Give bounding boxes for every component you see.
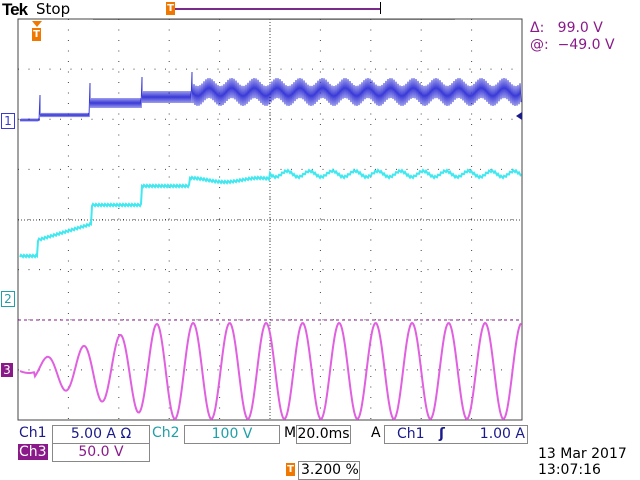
- ch3-label[interactable]: Ch3: [18, 444, 48, 460]
- ch1-trigger-level-icon: [516, 112, 522, 120]
- brand-logo: Tek: [2, 0, 28, 19]
- at-label: @:: [530, 37, 549, 53]
- cursor-readout: Δ: 99.0 V @: −49.0 V: [530, 20, 615, 54]
- time: 13:07:16: [538, 462, 601, 478]
- rising-edge-icon: ʃ: [439, 426, 445, 442]
- ch1-waveform: [19, 71, 522, 123]
- ch1-label[interactable]: Ch1: [19, 425, 47, 441]
- graticule: [17, 18, 523, 421]
- ch3-waveform: [19, 321, 522, 421]
- ch3-marker[interactable]: 3: [1, 363, 13, 377]
- ch2-scale[interactable]: 100 V: [184, 425, 280, 444]
- ch1-marker[interactable]: 1: [1, 113, 15, 129]
- ch3-scale[interactable]: 50.0 V: [52, 443, 150, 462]
- trigger-source: Ch1: [397, 426, 425, 442]
- delta-label: Δ:: [530, 20, 545, 36]
- ch2-marker[interactable]: 2: [1, 291, 15, 307]
- trigger-level: 1.00 A: [479, 426, 525, 442]
- trigger-position-marker-icon: T: [166, 2, 175, 15]
- trigger-mode: A: [371, 425, 381, 441]
- at-value: −49.0 V: [557, 37, 615, 53]
- date: 13 Mar 2017: [538, 446, 627, 462]
- trigger-position[interactable]: 3.200 %: [298, 461, 360, 480]
- ch2-label[interactable]: Ch2: [152, 425, 180, 441]
- timebase-label: M: [284, 425, 297, 441]
- timebase[interactable]: 20.0ms: [296, 425, 351, 444]
- ch2-waveform: [19, 168, 522, 259]
- delta-value: 99.0 V: [557, 20, 603, 36]
- trigger-settings[interactable]: Ch1 ʃ 1.00 A: [384, 425, 528, 444]
- trigger-position-icon: T: [286, 463, 295, 476]
- trigger-arrow-icon: [32, 21, 42, 27]
- ch1-scale[interactable]: 5.00 A Ω: [52, 425, 150, 444]
- acquisition-status: Stop: [36, 0, 71, 18]
- trigger-marker-icon[interactable]: T: [32, 28, 41, 41]
